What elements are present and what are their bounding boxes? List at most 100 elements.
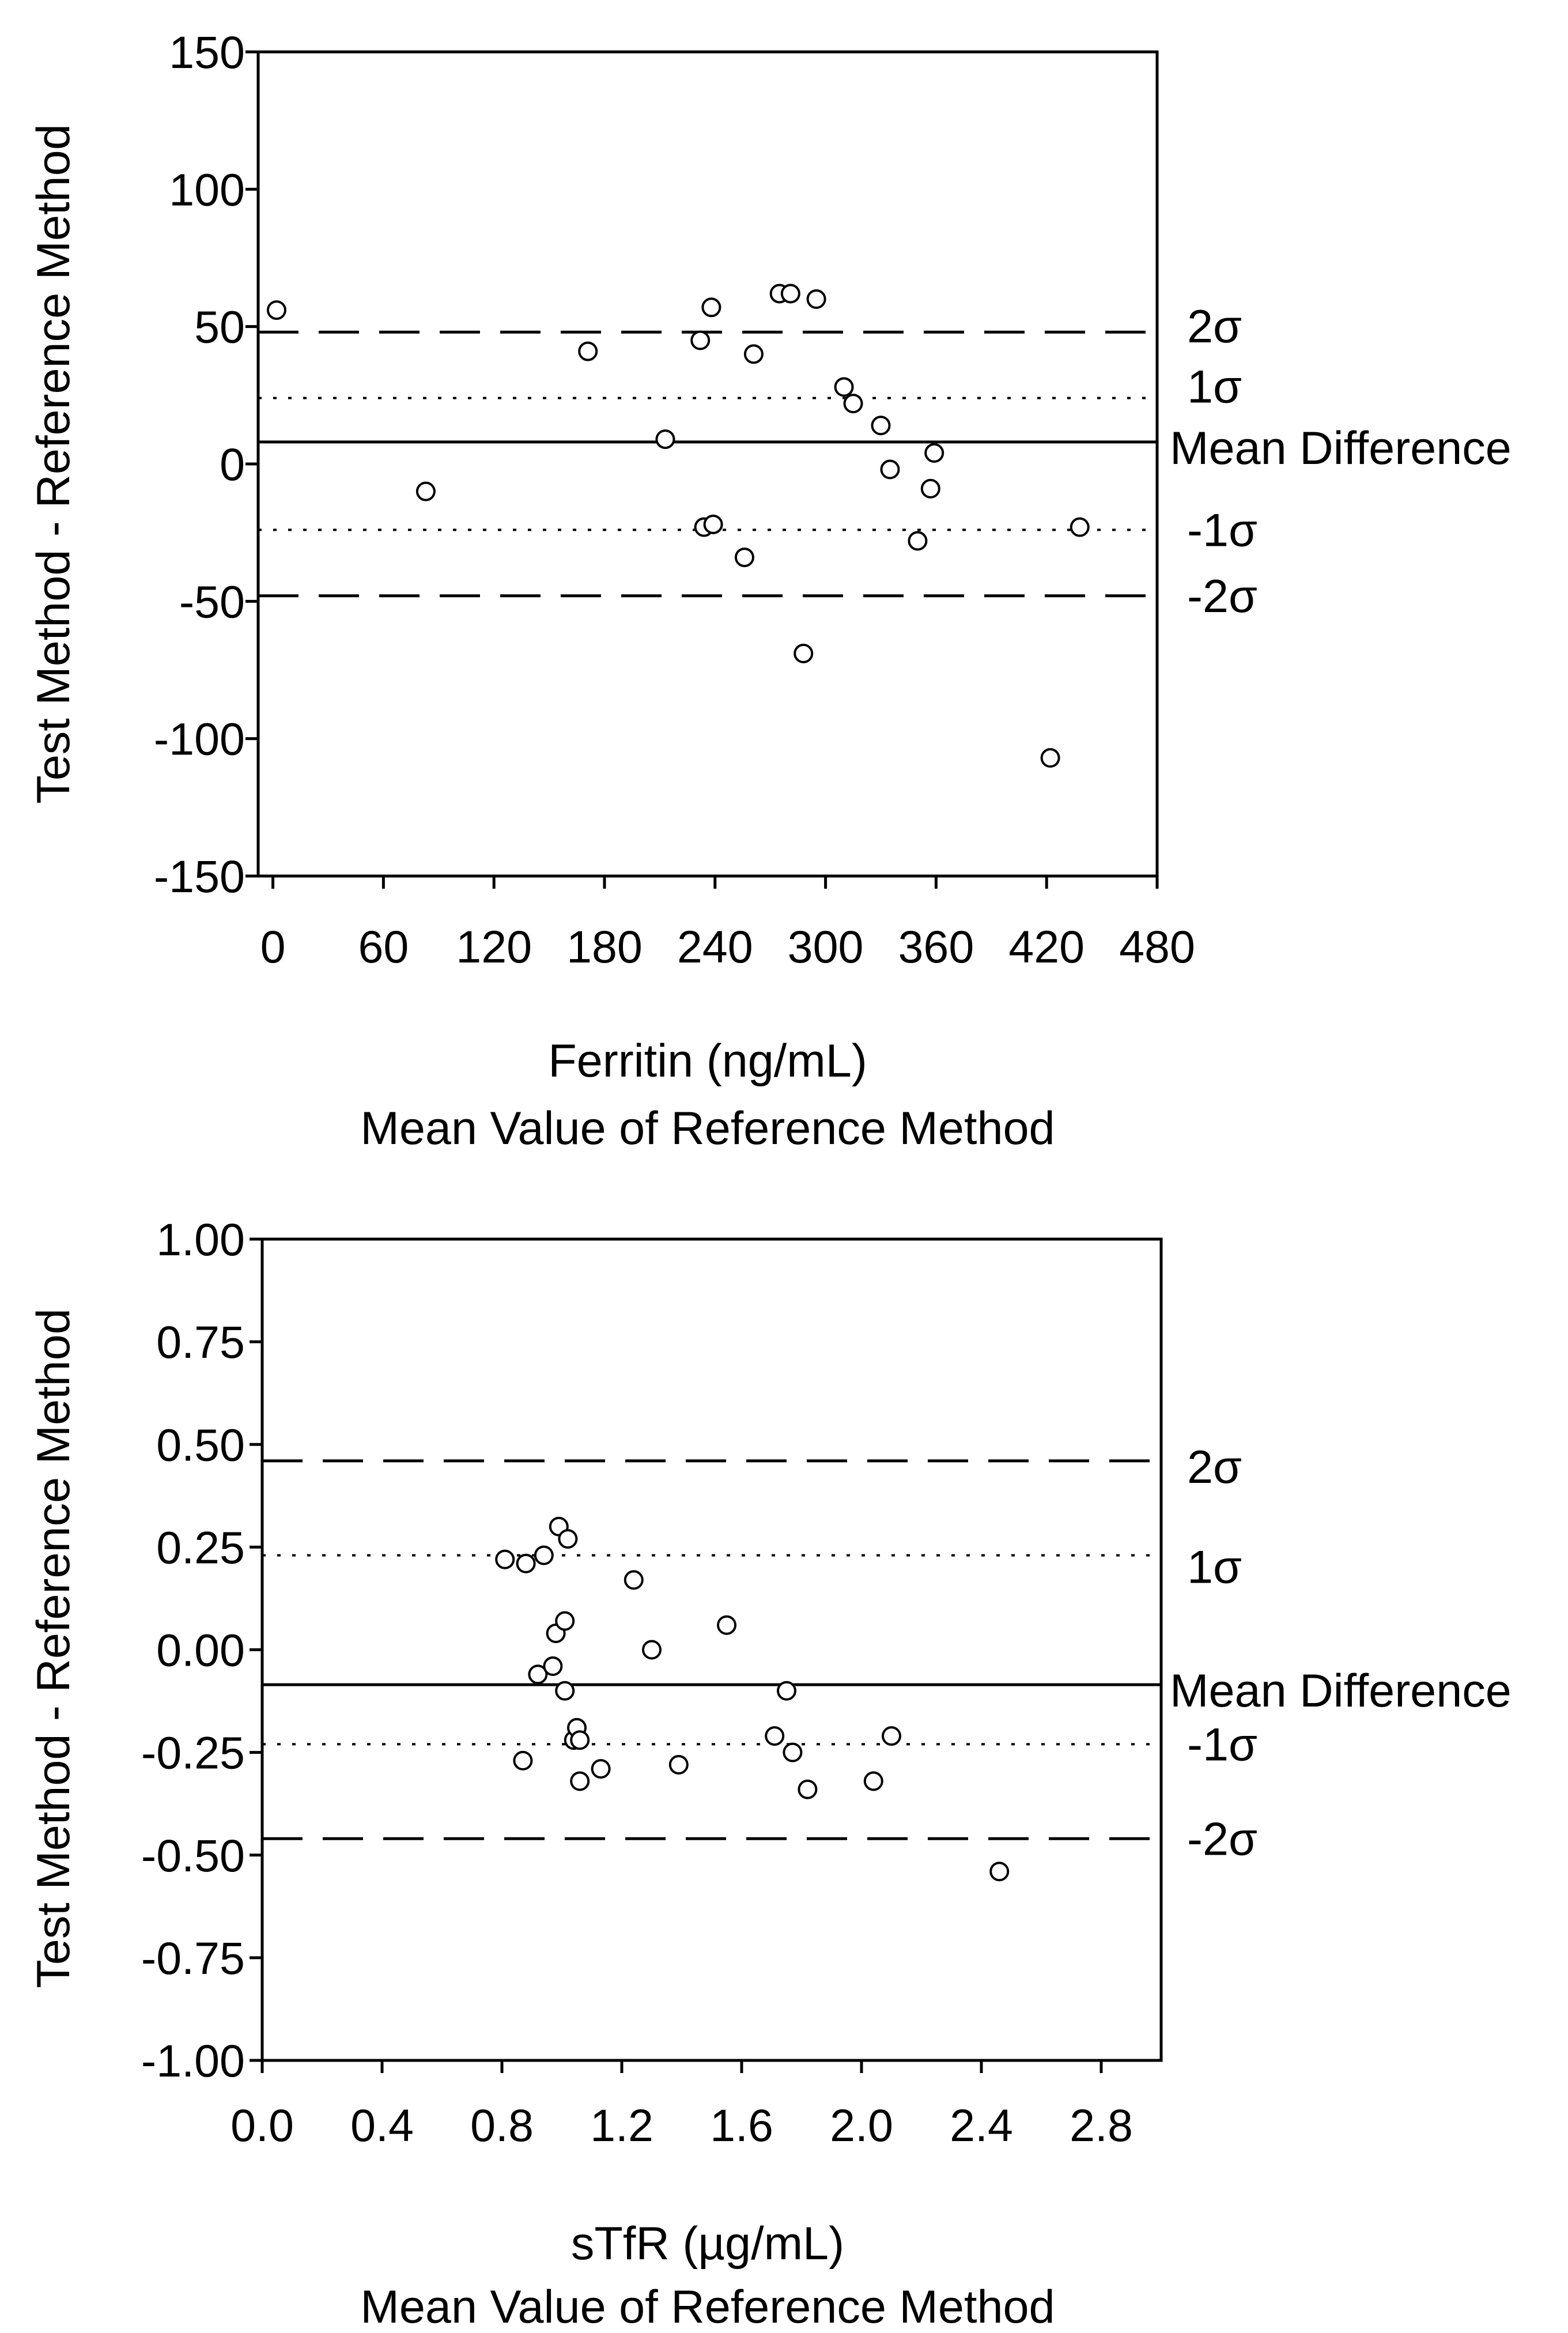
stfr-data-point (783, 1742, 803, 1762)
ferritin-x-tick-label: 60 (358, 921, 409, 972)
ferritin-data-points (266, 284, 1090, 768)
stfr-data-point (555, 1611, 575, 1631)
ferritin-data-point (703, 514, 723, 534)
stfr-data-point (513, 1750, 533, 1770)
ferritin-ref-label-mean-difference: Mean Difference (1170, 422, 1512, 474)
stfr-x-tick-label: 2.8 (1070, 2100, 1133, 2151)
stfr-x-axis-title: sTfR (µg/mL) (571, 2218, 844, 2270)
stfr-y-tick-label: -0.50 (141, 1830, 245, 1881)
stfr-y-tick-label: -0.75 (141, 1932, 245, 1984)
stfr-data-point (777, 1681, 796, 1701)
ferritin-data-point (415, 481, 436, 501)
ferritin-y-axis-ticks: 150 100 50 0 -50 -100 -150 (154, 27, 258, 902)
ferritin-ref-label-1sigma: 1σ (1187, 361, 1242, 413)
stfr-x-tick-label: 1.6 (710, 2100, 773, 2151)
ferritin-y-tick-label: 50 (194, 301, 245, 353)
stfr-reference-labels: 2σ 1σ Mean Difference-1σ -2σ (1170, 1441, 1512, 1866)
ferritin-data-point (780, 284, 800, 304)
ferritin-reference-lines (258, 330, 1157, 598)
stfr-data-point (528, 1664, 548, 1685)
stfr-data-point (591, 1759, 611, 1779)
stfr-data-point (668, 1755, 689, 1775)
stfr-data-point (570, 1730, 590, 1750)
stfr-bland-altman-panel: 1.00 0.75 0.50 0.25 0.00 -0.25 -0.50 -0.75 -1.00… (28, 1214, 1512, 2333)
stfr-data-point (495, 1549, 515, 1569)
stfr-x-tick-label: 0.4 (350, 2100, 414, 2151)
ferritin-x-tick-label: 120 (456, 921, 532, 972)
stfr-data-point (534, 1545, 554, 1565)
ferritin-data-point (734, 548, 754, 568)
stfr-y-axis-title: Test Method - Reference Method (28, 1308, 80, 1988)
stfr-data-point (882, 1726, 901, 1746)
ferritin-x-axis-subtitle: Mean Value of Reference Method (360, 1103, 1055, 1154)
ferritin-data-point (578, 341, 598, 361)
ferritin-data-point (924, 443, 944, 463)
ferritin-x-tick-label: 480 (1119, 921, 1195, 972)
ferritin-y-tick-label: 100 (169, 164, 245, 215)
ferritin-data-point (806, 289, 826, 309)
ferritin-x-axis-title: Ferritin (ng/mL) (548, 1035, 867, 1087)
ferritin-y-tick-label: -100 (154, 714, 245, 765)
ferritin-ref-label-minus-2sigma: -2σ (1187, 571, 1257, 622)
ferritin-y-tick-label: 150 (169, 27, 245, 78)
stfr-ref-label-2sigma: 2σ (1187, 1441, 1242, 1493)
stfr-data-point (558, 1529, 578, 1549)
stfr-y-tick-label: -0.25 (141, 1727, 245, 1779)
ferritin-y-tick-label: -150 (154, 851, 245, 902)
ferritin-data-point (908, 531, 928, 551)
ferritin-data-point (266, 300, 286, 320)
ferritin-x-tick-label: 180 (566, 921, 643, 972)
stfr-ref-label-minus-1sigma: -1σ (1187, 1719, 1257, 1770)
ferritin-x-tick-label: 0 (260, 921, 286, 972)
ferritin-ref-label-2sigma: 2σ (1187, 301, 1242, 353)
stfr-plot-frame (260, 1237, 1163, 2062)
ferritin-data-point (655, 429, 675, 450)
stfr-ref-label-mean-difference: Mean Difference (1170, 1665, 1512, 1717)
stfr-ref-label-1sigma: 1σ (1187, 1542, 1242, 1594)
ferritin-x-tick-label: 360 (898, 921, 974, 972)
ferritin-x-tick-label: 420 (1008, 921, 1085, 972)
ferritin-data-point (701, 297, 721, 318)
stfr-y-tick-label: 0.75 (156, 1316, 245, 1368)
stfr-y-tick-label: -1.00 (141, 2035, 245, 2086)
ferritin-x-tick-label: 240 (677, 921, 753, 972)
ferritin-data-point (843, 394, 863, 414)
stfr-data-point (555, 1681, 575, 1701)
ferritin-data-point (834, 377, 854, 397)
stfr-data-point (798, 1779, 818, 1799)
stfr-x-tick-label: 0.8 (470, 2100, 534, 2151)
ferritin-data-point (1070, 517, 1090, 537)
ferritin-reference-labels: 2σ 1σ Mean Difference -1σ -2σ (1170, 301, 1512, 622)
ferritin-data-point (690, 330, 711, 350)
ferritin-data-point (871, 416, 891, 436)
stfr-ref-label-minus-2sigma: -2σ (1187, 1813, 1257, 1865)
ferritin-data-point (1040, 748, 1060, 768)
stfr-data-point (989, 1862, 1010, 1882)
stfr-x-tick-label: 1.2 (590, 2100, 653, 2151)
ferritin-plot-frame (256, 50, 1159, 878)
stfr-data-point (543, 1656, 563, 1676)
ferritin-x-tick-label: 300 (788, 921, 864, 972)
ferritin-y-axis-title: Test Method - Reference Method (28, 124, 80, 804)
ferritin-x-axis-ticks: 0 60 120 180 240 300 360 420 480 (260, 876, 1195, 972)
ferritin-bland-altman-panel: 150 100 50 0 -50 -100 -150 0 60 120 180 240 300 360 4… (28, 27, 1512, 1154)
stfr-data-point (863, 1771, 883, 1791)
ferritin-data-point (920, 478, 940, 499)
stfr-x-axis-subtitle: Mean Value of Reference Method (360, 2281, 1055, 2333)
stfr-y-axis-ticks: 1.00 0.75 0.50 0.25 0.00 -0.25 -0.50 -0.75 -1.00 (141, 1214, 262, 2086)
ferritin-ref-label-minus-1sigma: -1σ (1187, 504, 1257, 556)
stfr-x-tick-label: 2.0 (830, 2100, 893, 2151)
stfr-y-tick-label: 0.00 (156, 1625, 245, 1676)
stfr-y-tick-label: 1.00 (156, 1214, 245, 1265)
stfr-data-points (495, 1516, 1010, 1882)
stfr-data-point (624, 1570, 644, 1590)
stfr-x-tick-label: 0.0 (231, 2100, 294, 2151)
stfr-data-point (717, 1615, 736, 1635)
stfr-data-point (516, 1553, 536, 1573)
stfr-y-tick-label: 0.50 (156, 1419, 245, 1470)
ferritin-y-tick-label: -50 (179, 576, 245, 627)
stfr-x-axis-ticks: 0.0 0.4 0.8 1.2 1.6 2.0 2.4 2.8 (231, 2060, 1133, 2151)
stfr-data-point (765, 1726, 785, 1746)
stfr-x-tick-label: 2.4 (950, 2100, 1013, 2151)
